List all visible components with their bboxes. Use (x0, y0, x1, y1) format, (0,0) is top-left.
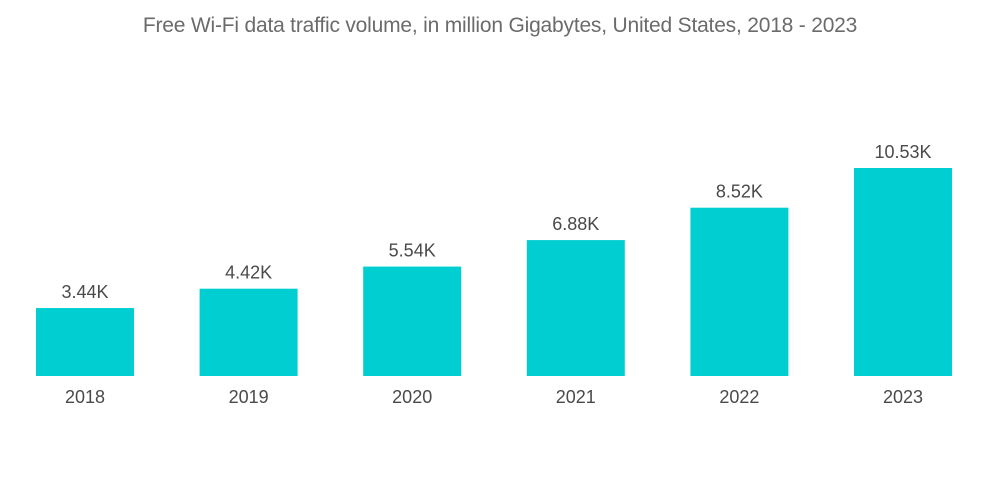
bar-2022 (690, 207, 789, 376)
bar-2019 (199, 288, 298, 376)
x-tick-2021: 2021 (556, 387, 596, 407)
bar-2021 (526, 240, 625, 376)
x-tick-2020: 2020 (392, 387, 432, 407)
bar-2018 (36, 308, 134, 376)
data-label-2023: 10.53K (874, 142, 931, 162)
bar-2020 (363, 266, 462, 376)
data-label-2022: 8.52K (716, 182, 763, 202)
data-label-2021: 6.88K (552, 214, 599, 234)
data-label-2018: 3.44K (61, 282, 108, 302)
data-label-2020: 5.54K (389, 241, 436, 261)
x-tick-2019: 2019 (229, 387, 269, 407)
bar-2023 (854, 168, 952, 376)
chart-title: Free Wi-Fi data traffic volume, in milli… (142, 14, 858, 37)
data-label-2019: 4.42K (225, 263, 272, 283)
x-tick-2023: 2023 (883, 387, 923, 407)
x-tick-2022: 2022 (719, 387, 759, 407)
x-tick-2018: 2018 (65, 387, 105, 407)
